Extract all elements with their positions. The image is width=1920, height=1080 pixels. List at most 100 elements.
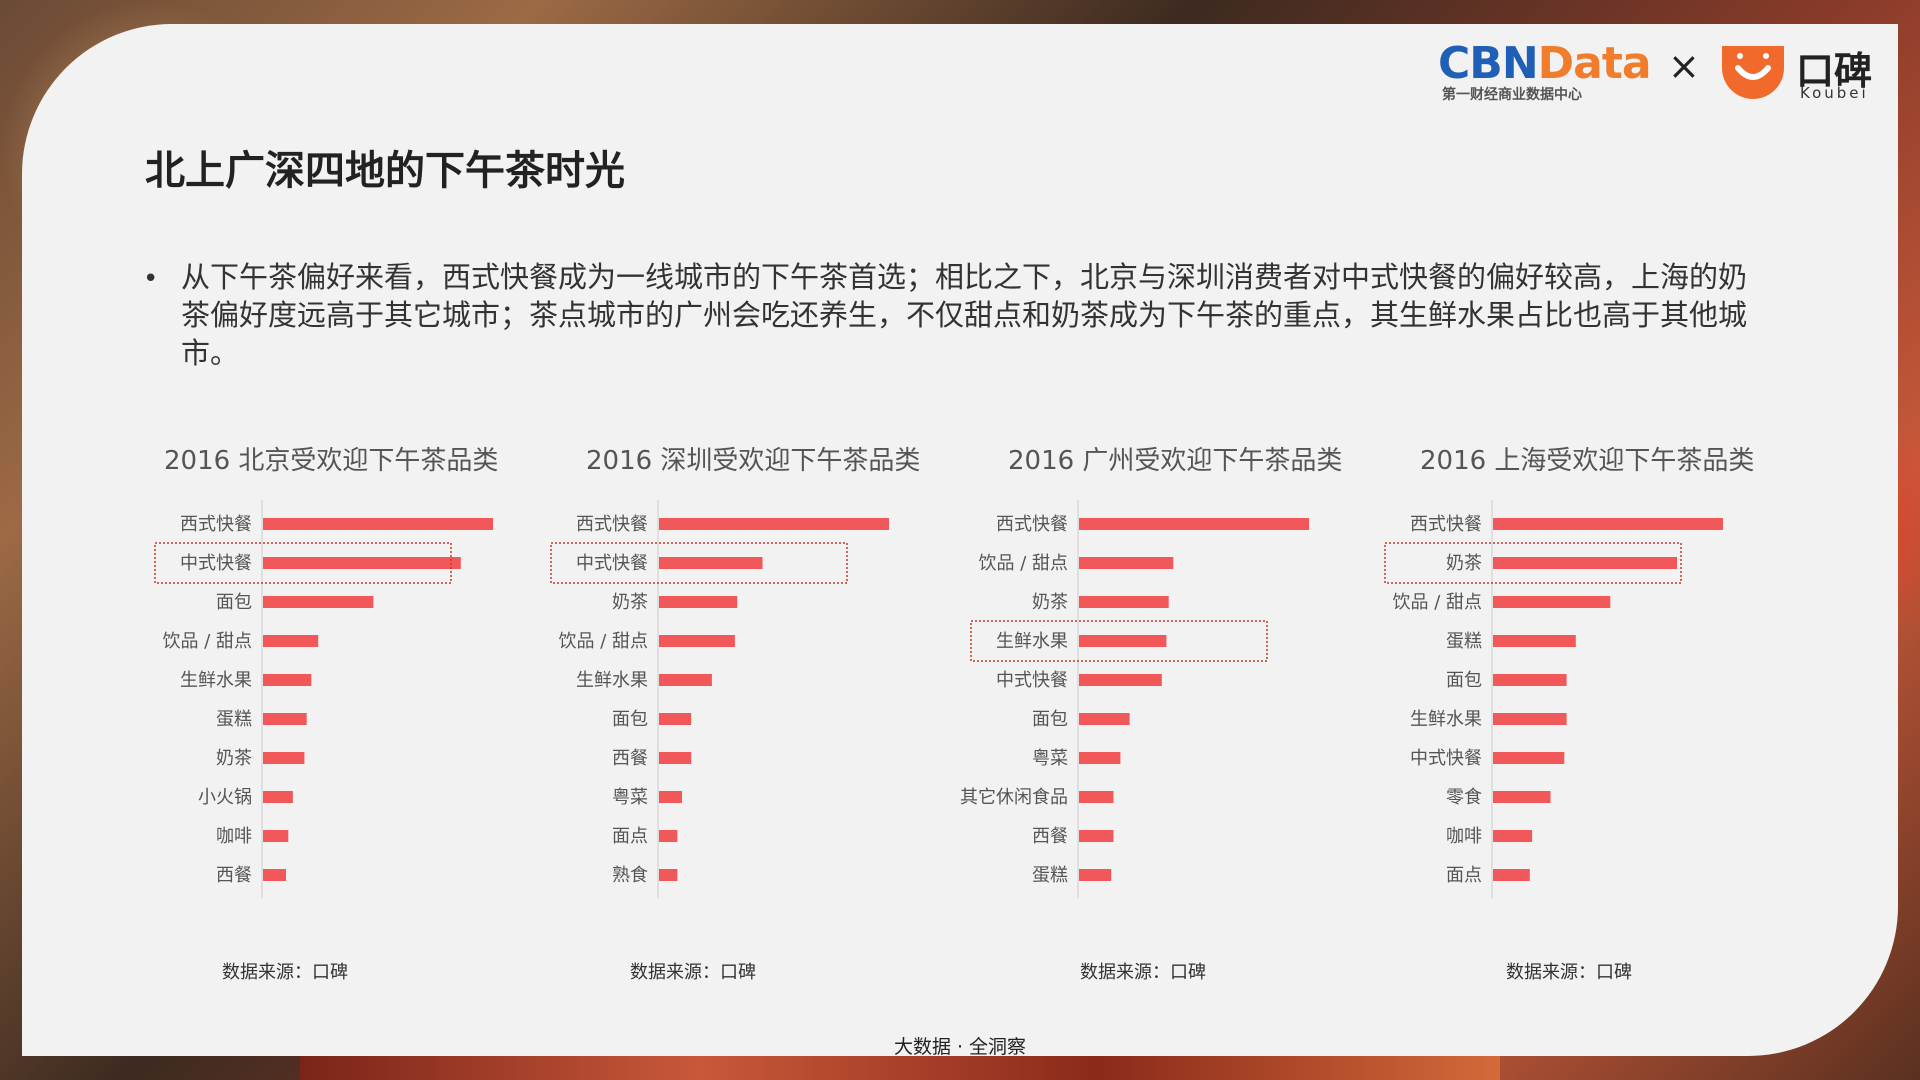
bar [659,752,692,764]
category-label: 西餐 [612,748,648,769]
slide-card [22,24,1898,1056]
category-label: 奶茶 [216,748,252,769]
bar [659,518,889,530]
bar [1079,518,1309,530]
bar [1079,752,1121,764]
koubei-logo-icon [1722,46,1784,99]
category-label: 蛋糕 [216,709,252,730]
category-label: 奶茶 [612,592,648,613]
bar [263,713,307,725]
bar [1079,674,1162,686]
chart-beijing: 2016 北京受欢迎下午茶品类 西式快餐 中式快餐 面包 饮品 / 甜点 生鲜水果 蛋糕奶… [140,440,560,1000]
bar [1493,518,1723,530]
bar [1493,791,1551,803]
category-label: 蛋糕 [1446,631,1482,652]
chart-shenzhen: 2016 深圳受欢迎下午茶品类 西式快餐 中式快餐 奶茶 饮品 / 甜点 生鲜水果 面包西… [536,440,956,1000]
bar [263,635,319,647]
category-label: 生鲜水果 [576,670,648,691]
bar [1493,869,1530,881]
category-label: 中式快餐 [576,553,648,574]
bar [1493,752,1565,764]
category-label: 面点 [1446,865,1482,886]
category-label: 面点 [612,826,648,847]
bar [659,830,678,842]
bar [1493,596,1611,608]
footer-slogan: 大数据 · 全洞察 [893,1036,1027,1058]
bar [1079,830,1114,842]
bar [659,674,712,686]
bar [1493,674,1567,686]
category-label: 咖啡 [1446,826,1482,847]
cbndata-logo: CBNData [1438,38,1652,89]
times-sign: × [1668,44,1700,88]
bar [1079,635,1167,647]
chart-source: 数据来源：口碑 [630,962,756,983]
chart-source: 数据来源：口碑 [1506,962,1632,983]
bullet-dot-icon: • [143,264,159,294]
bar [263,869,286,881]
bar [1079,596,1169,608]
category-label: 咖啡 [216,826,252,847]
bar [263,830,289,842]
category-label: 西式快餐 [180,514,252,535]
category-label: 蛋糕 [1032,865,1068,886]
category-label: 西餐 [216,865,252,886]
category-label: 中式快餐 [996,670,1068,691]
bar [1079,713,1130,725]
bar [1079,557,1174,569]
category-label: 西餐 [1032,826,1068,847]
category-label: 粤菜 [1032,748,1068,769]
category-label: 面包 [1446,670,1482,691]
category-label: 面包 [1032,709,1068,730]
category-label: 中式快餐 [1410,748,1482,769]
category-label: 饮品 / 甜点 [978,553,1068,574]
bar [263,752,305,764]
bar [263,791,293,803]
cbndata-logo-part1: CBN [1438,38,1539,89]
highlight-box [550,542,848,584]
bar [659,596,738,608]
bar [1493,635,1576,647]
logo-area: CBNData 第一财经商业数据中心 × 口碑 Koubei [1438,38,1878,108]
summary-text: 从下午茶偏好来看，西式快餐成为一线城市的下午茶首选；相比之下，北京与深圳消费者对… [181,260,1748,370]
category-label: 面包 [216,592,252,613]
category-label: 小火锅 [198,787,252,808]
koubei-logo-text: 口碑 [1796,49,1873,93]
bar [1079,791,1114,803]
category-label: 西式快餐 [576,514,648,535]
chart-title: 2016 上海受欢迎下午茶品类 [1420,446,1755,476]
chart-shanghai: 2016 上海受欢迎下午茶品类 西式快餐 奶茶 饮品 / 甜点 蛋糕 面包 生鲜水果 中式快… [1370,440,1790,1000]
category-label: 熟食 [612,865,648,886]
category-label: 其它休闲食品 [960,787,1068,808]
bar [263,518,493,530]
bar [1493,713,1567,725]
category-label: 粤菜 [612,787,648,808]
category-label: 零食 [1446,787,1482,808]
bar [659,713,692,725]
bar [659,557,763,569]
category-label: 西式快餐 [996,514,1068,535]
category-label: 奶茶 [1446,553,1482,574]
category-label: 生鲜水果 [180,670,252,691]
cbndata-subtitle: 第一财经商业数据中心 [1442,87,1582,103]
bar [1493,557,1677,569]
bar [1079,869,1112,881]
category-label: 生鲜水果 [1410,709,1482,730]
chart-title: 2016 深圳受欢迎下午茶品类 [586,446,921,476]
bar [659,869,678,881]
bar [263,557,461,569]
bar [1493,830,1533,842]
bar [263,596,374,608]
chart-guangzhou: 2016 广州受欢迎下午茶品类 西式快餐 饮品 / 甜点 奶茶 生鲜水果 中式快餐 面包粤… [956,440,1376,1000]
highlight-box [154,542,452,584]
chart-source: 数据来源：口碑 [1080,962,1206,983]
bar [659,791,682,803]
category-label: 中式快餐 [180,553,252,574]
category-label: 奶茶 [1032,592,1068,613]
chart-title: 2016 广州受欢迎下午茶品类 [1008,446,1343,476]
category-label: 饮品 / 甜点 [1392,592,1482,613]
